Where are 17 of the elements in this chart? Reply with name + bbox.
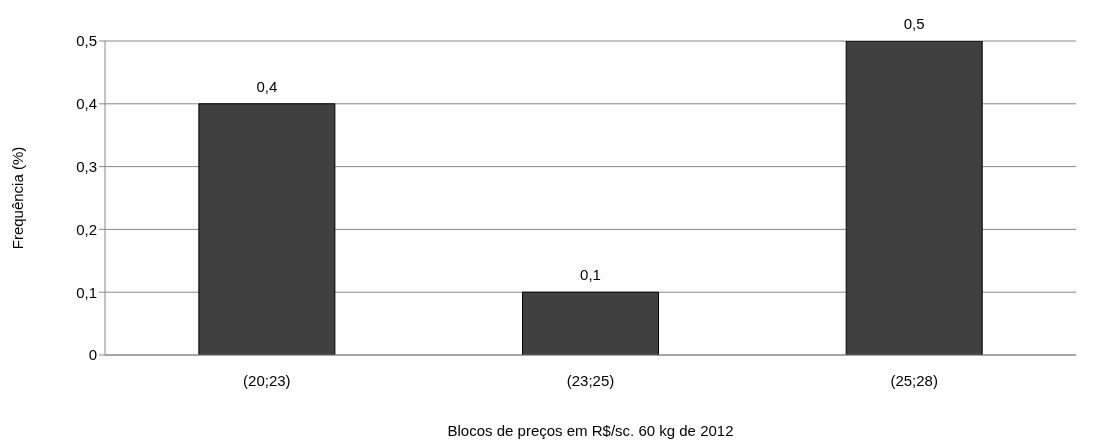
data-label: 0,4 (256, 77, 278, 95)
y-tick-label: 0,1 (76, 283, 97, 301)
y-tick-label: 0,4 (76, 95, 97, 113)
bar (522, 291, 660, 355)
y-tick-label: 0,3 (76, 157, 97, 175)
data-label: 0,1 (580, 266, 601, 284)
data-label: 0,5 (903, 15, 925, 32)
y-tick-label: 0,5 (76, 32, 97, 50)
x-tick-label: (25;28) (890, 371, 938, 389)
x-tick-label: (20;23) (243, 371, 291, 389)
x-tick-label: (23;25) (566, 371, 615, 389)
y-axis-title: Frequência (%) (9, 146, 27, 250)
x-axis-title: Blocos de preços em R$/sc. 60 kg de 2012 (447, 422, 734, 439)
bar (845, 41, 983, 355)
y-tick-label: 0,2 (76, 220, 97, 238)
bar (198, 103, 336, 355)
y-tick-label: 0 (88, 346, 97, 364)
